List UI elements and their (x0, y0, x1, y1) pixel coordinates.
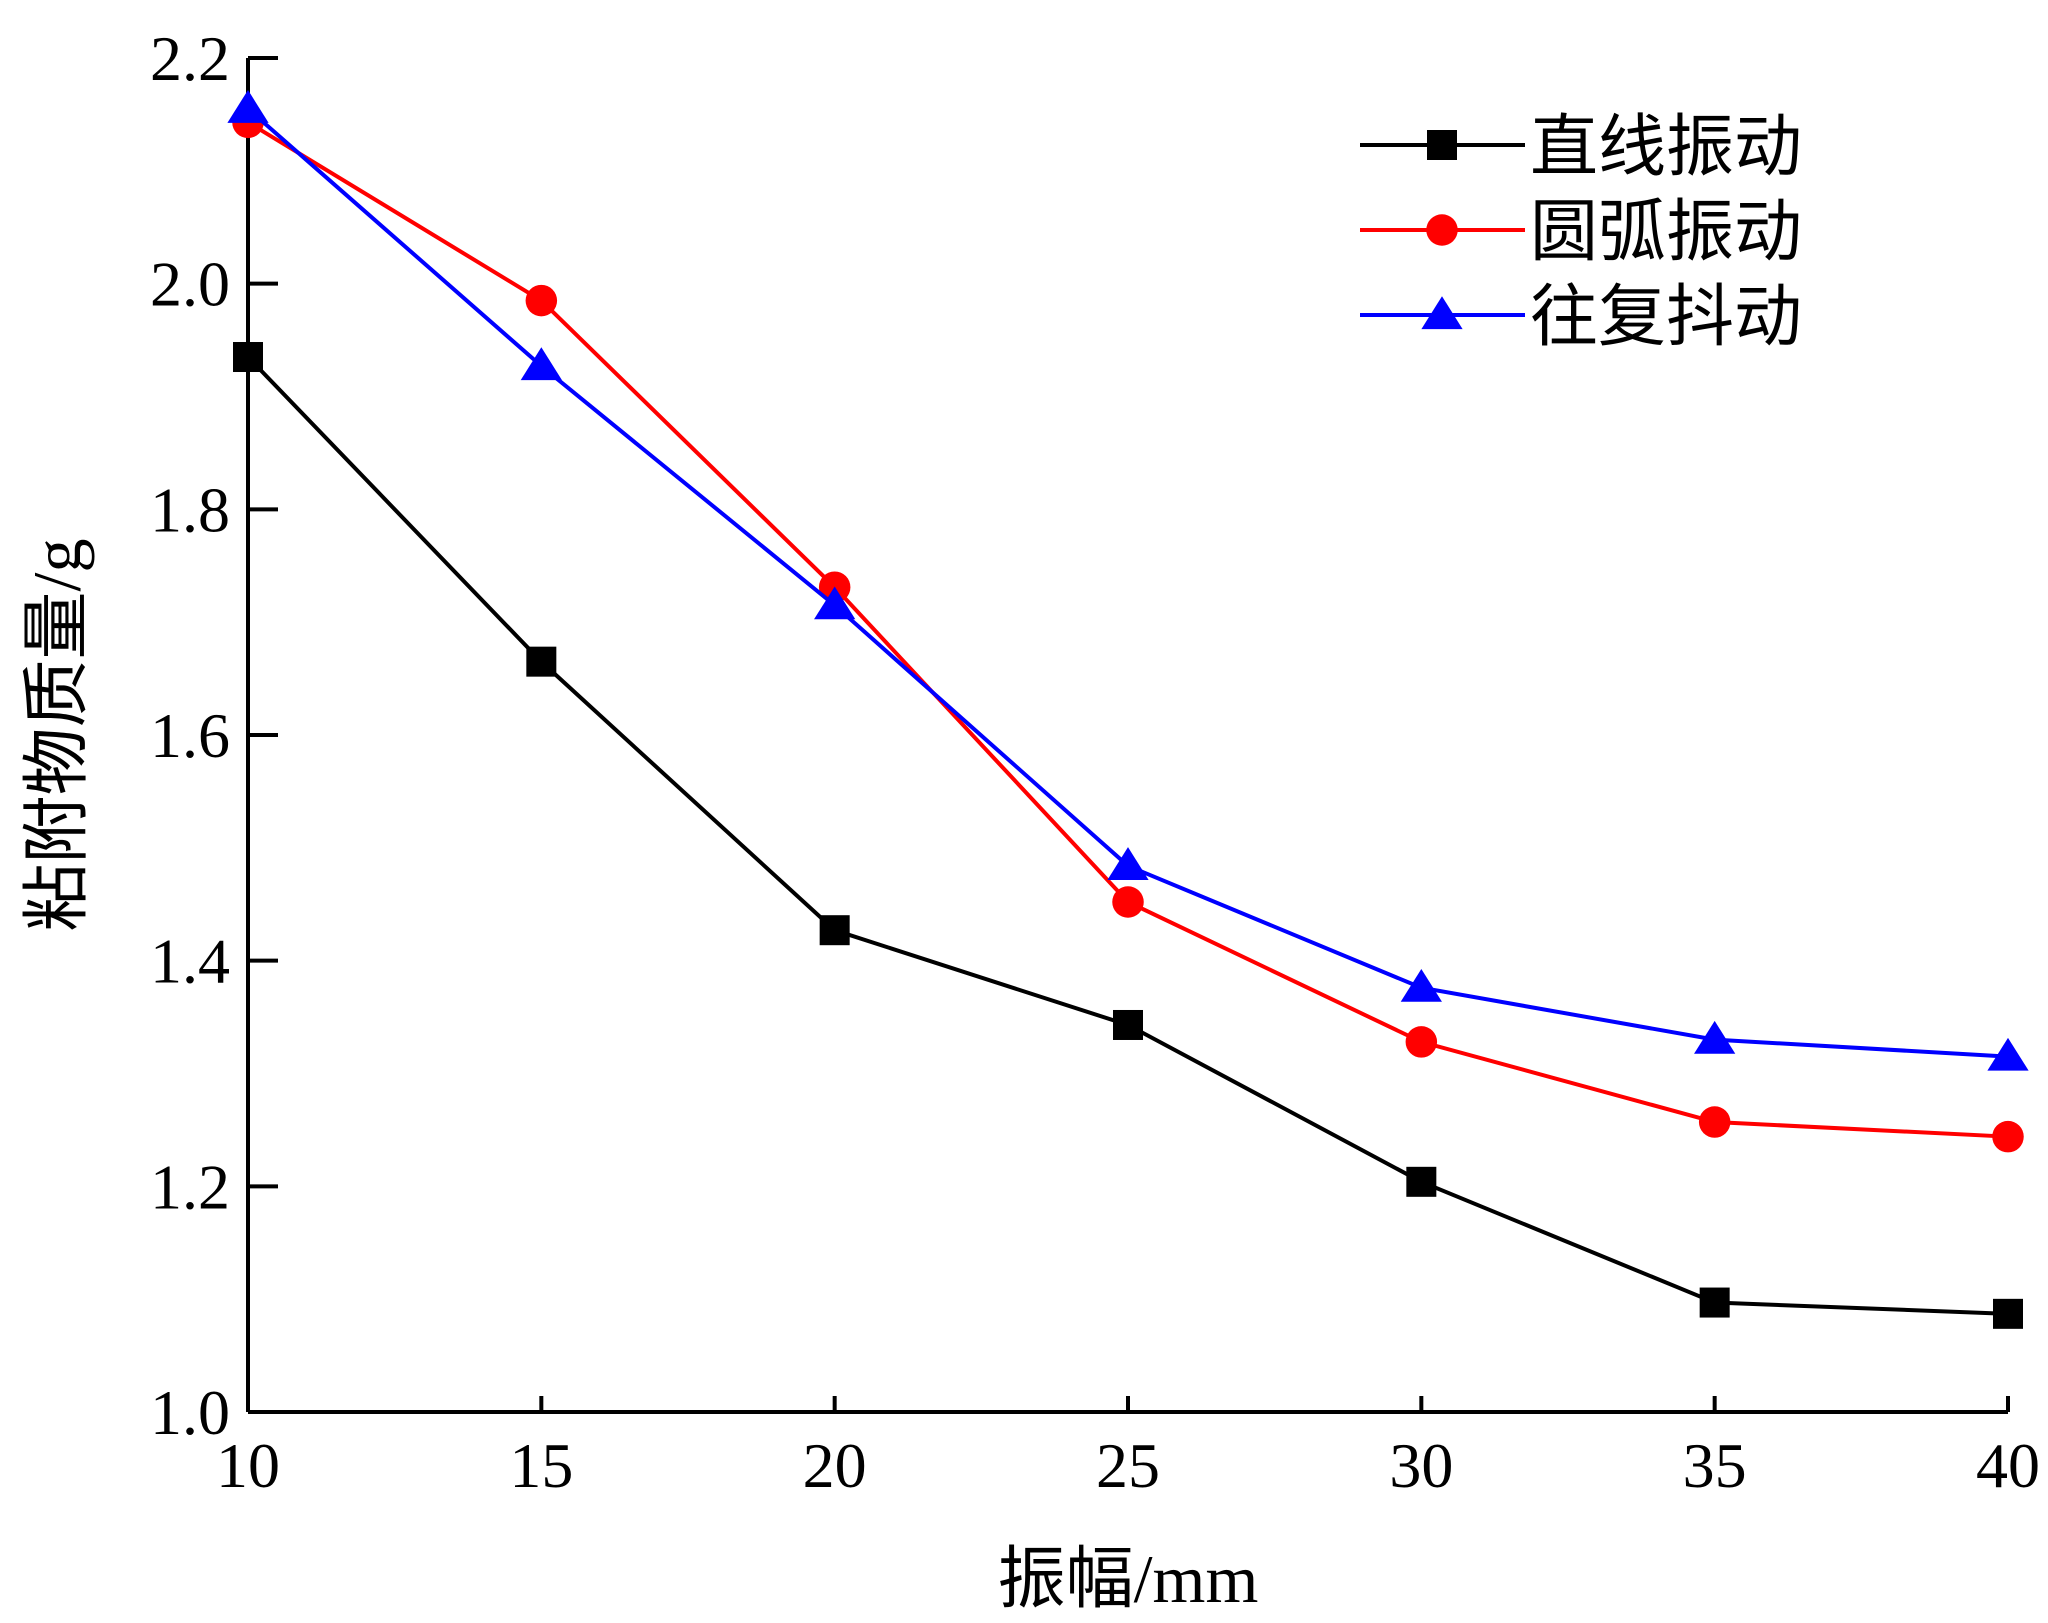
legend-marker (1426, 214, 1458, 246)
series-circle (232, 106, 2024, 1153)
data-point (1405, 1026, 1438, 1058)
y-tick-label: 1.4 (150, 926, 230, 997)
y-tick-label: 2.0 (150, 249, 230, 320)
y-tick-label: 1.8 (150, 474, 230, 545)
y-tick-label: 1.2 (150, 1151, 230, 1222)
legend-label: 圆弧振动 (1530, 194, 1802, 270)
legend-marker (1427, 130, 1457, 160)
data-point (814, 586, 856, 620)
data-point (1112, 886, 1144, 918)
series-square (233, 342, 2023, 1329)
series-triangle (227, 90, 2029, 1071)
data-point (1992, 1120, 2024, 1153)
y-tick-label: 2.2 (150, 23, 230, 94)
data-point (525, 284, 558, 317)
y-axis-title: 粘附物质量/g (19, 539, 95, 932)
data-point (1694, 1020, 1736, 1054)
x-tick-label: 40 (1976, 1430, 2040, 1501)
data-point (1107, 847, 1149, 880)
x-axis-title: 振幅/mm (998, 1541, 1259, 1617)
x-tick-label: 30 (1389, 1430, 1453, 1501)
legend-label: 往复抖动 (1530, 279, 1802, 355)
ticks: 10 15 20 25 30 35 40 1.0 1.2 1.4 1.6 1.8 2.0 2.2 (150, 23, 2040, 1501)
data-point (1698, 1106, 1731, 1138)
data-point (1699, 1287, 1730, 1318)
data-point (1987, 1037, 2029, 1071)
legend-marker (1421, 296, 1463, 330)
y-tick-label: 1.6 (150, 700, 230, 771)
x-tick-label: 10 (216, 1430, 280, 1501)
x-tick-label: 25 (1096, 1430, 1160, 1501)
data-point (233, 342, 263, 373)
data-point (1406, 1166, 1437, 1197)
x-tick-label: 20 (803, 1430, 867, 1501)
data-point (526, 646, 557, 677)
x-tick-label: 35 (1683, 1430, 1747, 1501)
legend-item: 往复抖动 (1360, 279, 1802, 355)
data-point (1113, 1009, 1143, 1040)
legend-item: 直线振动 (1360, 109, 1802, 185)
series-layer (227, 90, 2029, 1329)
data-point (227, 90, 269, 123)
legend-label: 直线振动 (1530, 109, 1802, 185)
data-point (1993, 1298, 2023, 1329)
x-tick-label: 15 (509, 1430, 573, 1501)
data-point (520, 347, 562, 381)
y-tick-label: 1.0 (150, 1377, 230, 1448)
series-line (246, 355, 2009, 1316)
data-point (1400, 968, 1442, 1002)
legend-item: 圆弧振动 (1360, 194, 1802, 270)
data-point (819, 915, 850, 946)
